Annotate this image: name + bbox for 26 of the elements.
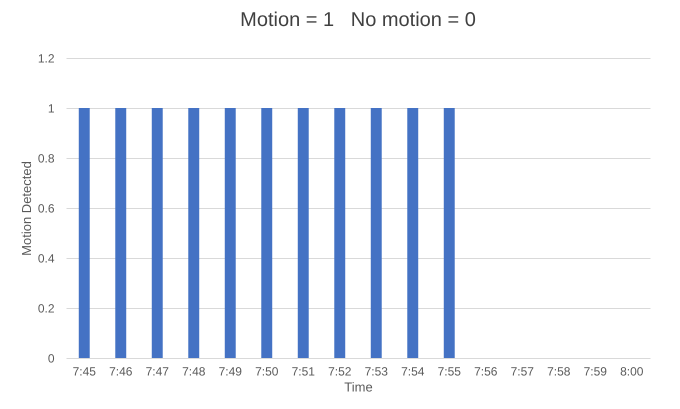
y-tick-label: 0 — [48, 352, 55, 366]
x-tick-label: 7:53 — [364, 364, 388, 378]
chart-title: Motion = 1 No motion = 0 — [240, 9, 476, 31]
y-tick-label: 0.2 — [38, 302, 55, 316]
x-tick-label: 7:47 — [146, 364, 170, 378]
x-tick-label: 7:46 — [109, 364, 133, 378]
x-tick-label: 7:52 — [328, 364, 352, 378]
x-tick-label: 7:54 — [401, 364, 425, 378]
y-axis-title: Motion Detected — [18, 161, 34, 256]
x-tick-label: 7:58 — [547, 364, 571, 378]
x-tick-label: 7:48 — [182, 364, 206, 378]
x-tick-label: 8:00 — [620, 364, 644, 378]
y-tick-label: 0.8 — [38, 152, 55, 166]
y-tick-label: 0.6 — [38, 202, 55, 216]
y-tick-label: 1 — [48, 102, 55, 116]
x-tick-label: 7:55 — [438, 364, 462, 378]
x-tick-label: 7:49 — [218, 364, 242, 378]
x-tick-label: 7:56 — [474, 364, 498, 378]
x-axis-title: Time — [344, 380, 373, 394]
x-tick-label: 7:59 — [584, 364, 608, 378]
x-tick-label: 7:57 — [510, 364, 534, 378]
y-tick-label: 0.4 — [38, 252, 55, 266]
x-tick-label: 7:45 — [72, 364, 96, 378]
x-tick-label: 7:51 — [292, 364, 316, 378]
y-tick-label: 1.2 — [38, 52, 55, 66]
x-tick-label: 7:50 — [255, 364, 279, 378]
